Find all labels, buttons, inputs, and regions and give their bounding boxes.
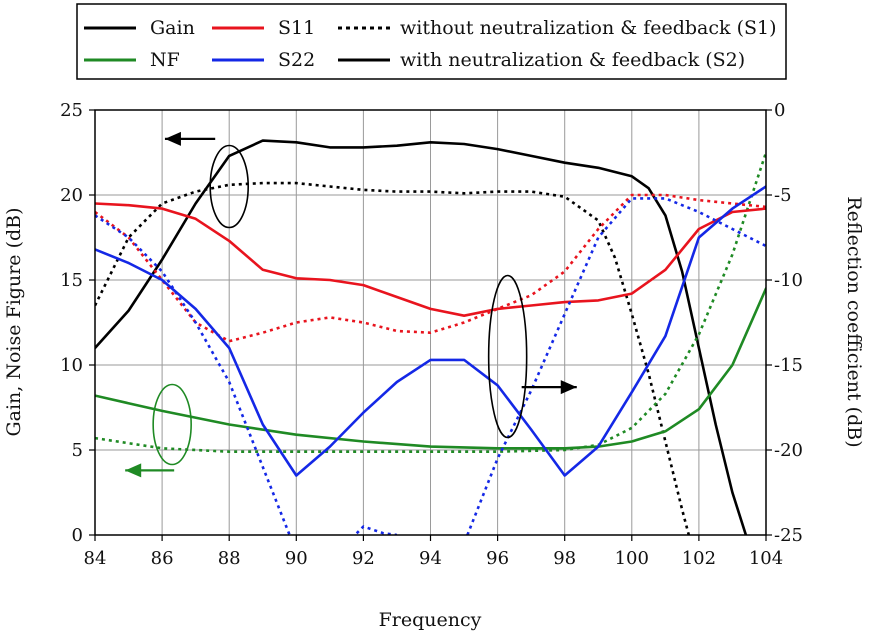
series-line-s11-s1: [95, 193, 766, 343]
y-left-tick-label: 10: [60, 355, 83, 376]
x-tick-label: 96: [486, 548, 509, 569]
x-tick-label: 90: [285, 548, 308, 569]
legend: Gain S11 without neutralization & feedback…: [76, 3, 787, 80]
series-line-s22-s2: [95, 185, 766, 477]
series-line-s22-s1: [95, 214, 291, 535]
x-tick-label: 104: [749, 548, 783, 569]
y-right-tick-label: 0: [774, 100, 785, 121]
y-axis-left: 0 5 10 15 20 25: [60, 100, 95, 546]
series-line-s22-s1-right: [466, 197, 766, 535]
legend-box: [76, 3, 787, 80]
x-tick-label: 98: [553, 548, 576, 569]
series-line-nf-s2: [95, 287, 766, 450]
x-tick-label: 100: [615, 548, 649, 569]
y-right-tick-label: -10: [774, 270, 803, 291]
x-tick-label: 94: [419, 548, 442, 569]
legend-label-nf: NF: [150, 49, 180, 71]
x-tick-label: 92: [352, 548, 375, 569]
series-line-gain-s2: [95, 139, 748, 535]
x-axis-title: Frequency: [379, 609, 482, 631]
y-right-tick-label: -5: [774, 185, 792, 206]
reflection-axis-ellipse: [487, 274, 528, 439]
x-axis: 84 86 88 90 92 94 96 98 100 102 104: [84, 535, 783, 569]
y-axis-left-title: Gain, Noise Figure (dB): [3, 207, 25, 436]
reflection-axis-arrow-head: [560, 380, 577, 395]
series-line-gain-s1: [95, 181, 691, 535]
y-left-tick-label: 5: [72, 440, 83, 461]
y-left-tick-label: 20: [60, 185, 83, 206]
y-axis-right: -25 -20 -15 -10 -5 0: [766, 100, 803, 546]
legend-label-s22: S22: [278, 49, 315, 71]
legend-label-with-neutralization-feedback-s2: with neutralization & feedback (S2): [400, 49, 745, 71]
nf-axis-arrow-head: [125, 463, 142, 478]
legend-label-without-neutralization-feedback-s1: without neutralization & feedback (S1): [400, 17, 777, 39]
y-left-tick-label: 25: [60, 100, 83, 121]
x-tick-label: 102: [682, 548, 716, 569]
gain-axis-ellipse: [209, 144, 249, 229]
x-tick-label: 88: [218, 548, 241, 569]
series-layer: [95, 139, 766, 535]
gain-axis-arrow-head: [164, 131, 181, 146]
x-tick-label: 86: [151, 548, 174, 569]
plot-area: [94, 109, 767, 536]
y-right-tick-label: -20: [774, 440, 803, 461]
y-left-tick-label: 0: [72, 525, 83, 546]
legend-items: Gain S11 without neutralization & feedback…: [84, 17, 777, 71]
x-tick-label: 84: [84, 548, 107, 569]
legend-label-s11: S11: [278, 17, 315, 39]
y-axis-right-title: Reflection coefficient (dB): [843, 196, 865, 447]
y-right-tick-label: -25: [774, 525, 803, 546]
annotation-layer: [125, 131, 577, 478]
legend-label-gain: Gain: [150, 17, 195, 39]
series-line-nf-s1: [95, 152, 766, 454]
y-left-tick-label: 15: [60, 270, 83, 291]
series-line-s22-s1-mid: [355, 525, 398, 535]
series-line-s11-s2: [95, 202, 766, 318]
nf-axis-ellipse: [152, 383, 192, 466]
y-right-tick-label: -15: [774, 355, 803, 376]
